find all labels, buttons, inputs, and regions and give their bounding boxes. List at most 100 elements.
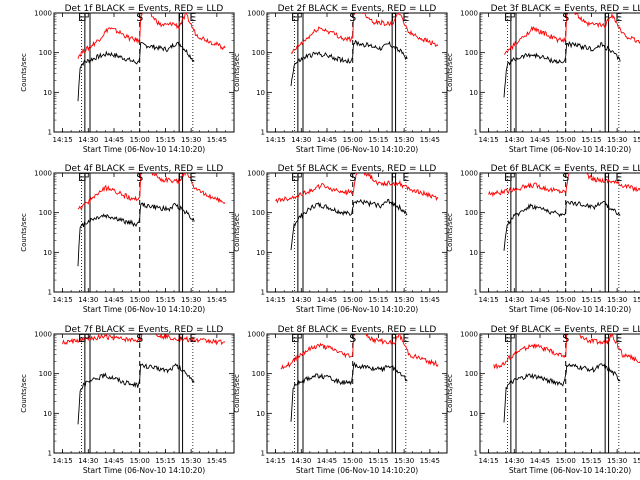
y-tick-label: 1000	[247, 331, 265, 339]
x-tick-label: 14:15	[52, 457, 72, 465]
x-tick-label: 15:30	[394, 136, 414, 144]
panel-title: Det 5f BLACK = Events, RED = LLD	[278, 164, 437, 174]
x-tick-label: 14:45	[530, 296, 550, 304]
event-marker-label: E	[78, 11, 85, 24]
x-tick-label: 15:15	[368, 136, 388, 144]
event-marker-label: F	[604, 332, 610, 345]
series-lld-line	[488, 173, 640, 198]
x-tick-label: 14:15	[265, 136, 285, 144]
y-tick-label: 100	[465, 370, 478, 378]
y-axis-label: Counts/sec	[446, 213, 454, 252]
event-marker-label: F	[509, 332, 515, 345]
y-tick-label: 1	[261, 289, 265, 297]
plot-area	[280, 334, 439, 453]
y-axis-label: Counts/sec	[20, 213, 28, 252]
event-marker-label: E	[615, 332, 622, 345]
panel-title: Det 3f BLACK = Events, RED = LLD	[491, 4, 640, 14]
x-tick-label: 14:45	[104, 136, 124, 144]
series-lld-line	[77, 13, 226, 59]
event-marker-label: E	[504, 11, 511, 24]
x-tick-label: 14:30	[291, 136, 311, 144]
panel-det-4: Det 4f BLACK = Events, RED = LLD 14:15 14:…	[20, 164, 235, 314]
event-marker-label: S	[562, 11, 569, 24]
x-axis-label: Start Time (06-Nov-10 14:10:20)	[296, 466, 418, 475]
event-marker-label: E	[78, 171, 85, 184]
y-tick-label: 10	[256, 410, 265, 418]
y-axis-label: Counts/sec	[446, 374, 454, 413]
event-marker-label: F	[604, 171, 610, 184]
x-tick-label: 15:00	[130, 296, 150, 304]
y-tick-label: 1000	[34, 170, 52, 178]
series-lld-line	[280, 334, 439, 370]
y-tick-label: 10	[43, 89, 52, 97]
event-marker-label: S	[562, 332, 569, 345]
plot-frame	[53, 172, 235, 293]
y-tick-label: 10	[469, 89, 478, 97]
y-tick-label: 100	[465, 209, 478, 217]
x-tick-label: 15:00	[556, 136, 576, 144]
panel-det-8: Det 8f BLACK = Events, RED = LLD 14:15 14:…	[233, 325, 448, 475]
panel-title: Det 7f BLACK = Events, RED = LLD	[65, 325, 224, 335]
y-axis-label: Counts/sec	[446, 53, 454, 92]
series-events-line	[290, 198, 408, 251]
x-tick-label: 15:45	[420, 136, 440, 144]
event-marker-label: E	[615, 171, 622, 184]
x-tick-label: 14:30	[291, 296, 311, 304]
x-tick-label: 15:00	[556, 296, 576, 304]
x-tick-label: 15:00	[343, 457, 363, 465]
event-marker-label: F	[296, 11, 302, 24]
event-marker-label: F	[391, 11, 397, 24]
series-events-line	[77, 41, 195, 102]
event-marker-label: S	[349, 171, 356, 184]
event-marker-label: E	[402, 11, 409, 24]
x-tick-label: 15:15	[581, 457, 601, 465]
y-tick-label: 1000	[247, 170, 265, 178]
x-tick-label: 15:30	[607, 296, 627, 304]
x-tick-label: 15:45	[420, 457, 440, 465]
y-tick-label: 10	[256, 249, 265, 257]
y-tick-label: 1000	[247, 10, 265, 18]
plot-frame	[266, 333, 448, 454]
y-tick-label: 1000	[460, 10, 478, 18]
event-marker-label: E	[189, 11, 196, 24]
event-marker-label: F	[296, 332, 302, 345]
x-tick-label: 14:45	[104, 457, 124, 465]
x-tick-label: 15:15	[155, 457, 175, 465]
x-tick-label: 14:45	[317, 136, 337, 144]
panel-det-2: Det 2f BLACK = Events, RED = LLD 14:15 14:…	[233, 4, 448, 154]
x-tick-label: 15:15	[581, 296, 601, 304]
panel-det-9: Det 9f BLACK = Events, RED = LLD 14:15 14:…	[446, 325, 640, 475]
event-marker-label: E	[78, 332, 85, 345]
panel-det-7: Det 7f BLACK = Events, RED = LLD 14:15 14:…	[20, 325, 235, 475]
x-tick-label: 15:30	[394, 457, 414, 465]
y-tick-label: 1	[474, 289, 478, 297]
x-tick-label: 14:45	[104, 296, 124, 304]
event-marker-label: F	[178, 171, 184, 184]
x-tick-label: 14:15	[52, 296, 72, 304]
y-tick-label: 1000	[460, 170, 478, 178]
y-tick-label: 10	[469, 410, 478, 418]
plot-frame	[266, 172, 448, 293]
series-lld-line	[275, 173, 439, 204]
panel-det-6: Det 6f BLACK = Events, RED = LLD 14:15 14:…	[446, 164, 640, 314]
event-marker-label: F	[509, 11, 515, 24]
y-tick-label: 100	[252, 209, 265, 217]
x-tick-label: 14:45	[317, 457, 337, 465]
y-tick-label: 1	[474, 450, 478, 458]
x-tick-label: 15:15	[155, 136, 175, 144]
y-tick-label: 1000	[460, 331, 478, 339]
x-tick-label: 14:30	[78, 136, 98, 144]
x-tick-label: 15:30	[394, 296, 414, 304]
y-tick-label: 10	[43, 249, 52, 257]
y-tick-label: 100	[465, 49, 478, 57]
x-tick-label: 14:15	[265, 457, 285, 465]
event-marker-label: S	[136, 171, 143, 184]
x-tick-label: 15:15	[581, 136, 601, 144]
series-events-line	[290, 361, 408, 422]
x-tick-label: 14:15	[265, 296, 285, 304]
plot-frame	[266, 12, 448, 133]
panel-title: Det 9f BLACK = Events, RED = LLD	[491, 325, 640, 335]
x-tick-label: 15:30	[181, 457, 201, 465]
x-tick-label: 14:30	[78, 296, 98, 304]
